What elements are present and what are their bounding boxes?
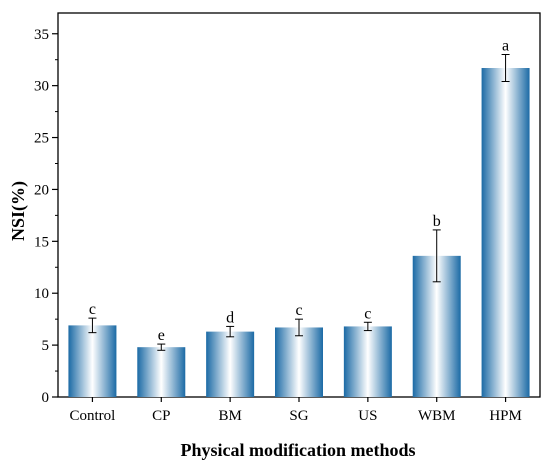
y-tick-label: 25 xyxy=(34,131,49,147)
y-tick-label: 0 xyxy=(42,390,50,406)
significance-label: b xyxy=(433,213,441,230)
x-axis-title: Physical modification methods xyxy=(180,440,415,460)
x-axis: Control CP BM SG US WBM HPM xyxy=(70,397,522,424)
x-tick-label: BM xyxy=(218,408,241,424)
significance-label: c xyxy=(89,301,96,318)
bar-control xyxy=(68,325,117,397)
y-tick-label: 35 xyxy=(34,27,49,43)
x-tick-label: CP xyxy=(152,408,170,424)
bar-bm xyxy=(206,331,255,397)
y-tick-label: 20 xyxy=(34,182,49,198)
y-tick-label: 30 xyxy=(34,79,49,95)
y-axis-title: NSI(%) xyxy=(8,181,29,241)
significance-label: d xyxy=(226,309,234,326)
x-tick-label: Control xyxy=(70,408,116,424)
x-tick-label: HPM xyxy=(489,408,522,424)
bar-cp xyxy=(137,347,186,397)
significance-label: c xyxy=(364,305,371,322)
bar-hpm xyxy=(481,68,530,397)
significance-label: a xyxy=(502,38,509,55)
significance-label: c xyxy=(295,302,302,319)
x-tick-label: WBM xyxy=(418,408,456,424)
bars xyxy=(68,68,530,397)
y-axis: 0 5 10 15 20 25 30 35 xyxy=(34,27,58,406)
bar-sg xyxy=(275,327,323,397)
y-tick-label: 10 xyxy=(34,286,49,302)
x-tick-label: SG xyxy=(289,408,308,424)
significance-label: e xyxy=(158,327,165,344)
bar-us xyxy=(343,326,392,397)
x-tick-label: US xyxy=(358,408,377,424)
y-tick-label: 15 xyxy=(34,234,49,250)
error-bars xyxy=(88,54,510,351)
y-tick-label: 5 xyxy=(42,338,50,354)
significance-labels: c e d c c b a xyxy=(89,38,509,345)
